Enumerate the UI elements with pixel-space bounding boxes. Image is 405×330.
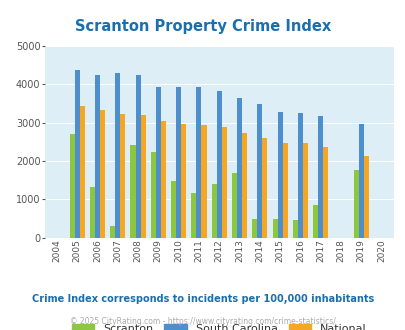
Bar [150, 152, 156, 238]
Bar [171, 181, 176, 238]
Bar [160, 121, 166, 238]
Text: Scranton Property Crime Index: Scranton Property Crime Index [75, 19, 330, 34]
Bar [252, 219, 257, 238]
Bar [363, 156, 368, 238]
Bar [282, 143, 287, 238]
Bar [302, 144, 307, 238]
Bar [120, 114, 125, 238]
Bar [277, 112, 282, 238]
Bar [196, 87, 201, 238]
Bar [110, 226, 115, 238]
Bar [75, 70, 79, 238]
Bar [237, 98, 241, 238]
Bar [297, 113, 302, 238]
Bar [100, 110, 105, 238]
Bar [79, 106, 85, 238]
Bar [257, 104, 262, 238]
Bar [201, 125, 206, 238]
Bar [322, 147, 328, 238]
Bar [156, 87, 160, 238]
Legend: Scranton, South Carolina, National: Scranton, South Carolina, National [72, 323, 365, 330]
Bar [358, 124, 363, 238]
Bar [191, 193, 196, 238]
Bar [130, 145, 135, 238]
Bar [216, 91, 221, 238]
Bar [221, 127, 226, 238]
Bar [241, 133, 247, 238]
Bar [176, 87, 181, 238]
Bar [181, 124, 186, 238]
Bar [312, 206, 318, 238]
Bar [318, 116, 322, 238]
Bar [90, 187, 95, 238]
Bar [211, 183, 216, 238]
Bar [231, 173, 237, 238]
Text: Crime Index corresponds to incidents per 100,000 inhabitants: Crime Index corresponds to incidents per… [32, 294, 373, 304]
Bar [353, 170, 358, 238]
Bar [140, 115, 145, 238]
Bar [292, 219, 297, 238]
Bar [272, 219, 277, 238]
Bar [262, 138, 267, 238]
Bar [115, 73, 120, 238]
Bar [95, 75, 100, 238]
Bar [135, 75, 140, 238]
Bar [69, 134, 75, 238]
Text: © 2025 CityRating.com - https://www.cityrating.com/crime-statistics/: © 2025 CityRating.com - https://www.city… [70, 317, 335, 326]
